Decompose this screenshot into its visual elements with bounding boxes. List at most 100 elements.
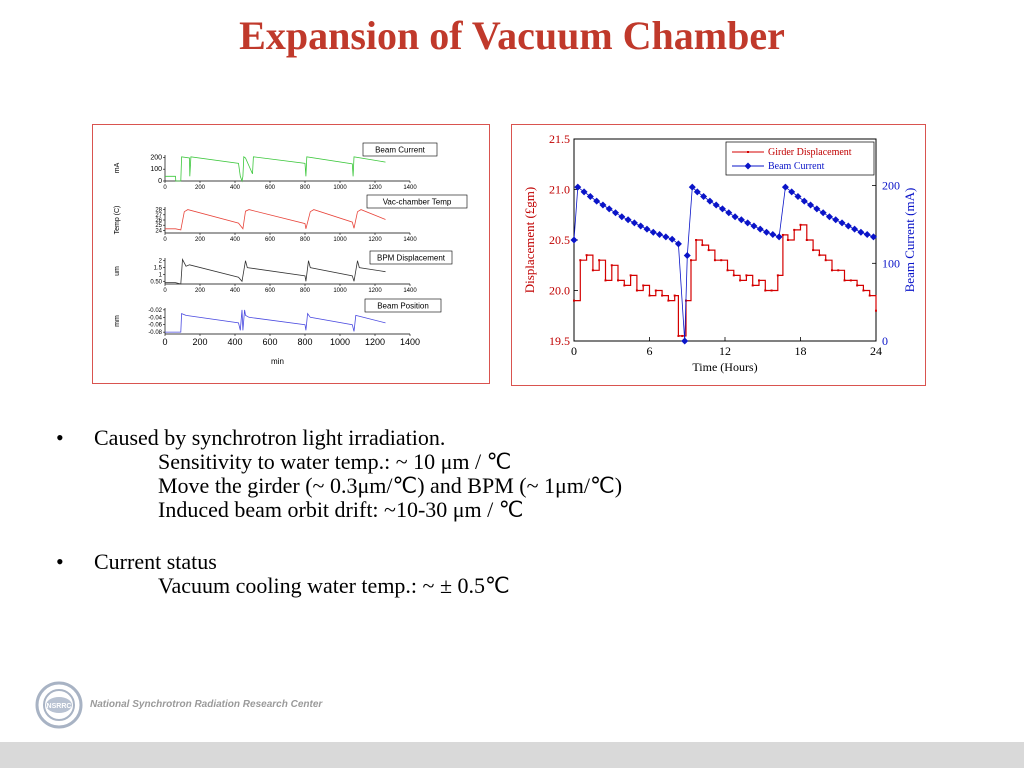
beam-current-point — [750, 222, 758, 230]
strip-title-box — [369, 250, 453, 265]
x-tick-label: 800 — [300, 237, 311, 243]
beam-current-point — [775, 233, 783, 241]
legend-beam-label: Beam Current — [768, 161, 825, 172]
beam-current-point — [819, 209, 827, 217]
beam-current-point — [683, 252, 691, 260]
x-tick-label: 1400 — [403, 185, 417, 191]
girder-displacement-point — [818, 254, 821, 257]
beam-current-point — [800, 197, 808, 205]
beam-current-point — [712, 201, 720, 209]
beam-current-point — [599, 201, 607, 209]
girder-displacement-point — [707, 249, 710, 252]
girder-displacement-point — [713, 259, 716, 262]
y-tick-label: 28 — [155, 208, 162, 214]
girder-displacement-point — [629, 274, 632, 277]
y-tick-label: 20.5 — [549, 233, 570, 247]
y-tick-label: 24 — [155, 228, 162, 234]
y-axis-label: Displacement (£gm) — [522, 187, 537, 294]
x-tick-label: 600 — [265, 237, 276, 243]
strip-title-box — [362, 142, 438, 157]
series-line — [165, 257, 386, 285]
y-tick-label: 0.50 — [150, 279, 162, 285]
beam-current-point — [612, 209, 620, 217]
girder-displacement-point — [654, 289, 657, 292]
girder-displacement-point — [732, 274, 735, 277]
beam-current-point — [618, 213, 626, 221]
beam-current-point — [693, 188, 701, 196]
logo-text: NSRRC — [47, 703, 72, 710]
y-tick-label: 26 — [155, 218, 162, 224]
girder-displacement-point — [677, 334, 680, 337]
beam-current-point — [681, 337, 689, 345]
y-right-tick-label: 200 — [882, 179, 900, 193]
bullet-subline: Sensitivity to water temp.: ~ 10 μm / ℃ — [158, 449, 512, 474]
beam-current-point — [643, 225, 651, 233]
x-tick-label: 1400 — [403, 237, 417, 243]
beam-current-point — [857, 228, 865, 236]
x-tick-label: 1200 — [368, 237, 382, 243]
beam-current-point — [731, 213, 739, 221]
y-tick-label: 1 — [159, 272, 163, 278]
strip-title: Beam Current — [375, 146, 426, 155]
legend-beam-marker — [744, 162, 752, 170]
beam-current-point — [700, 192, 708, 200]
x-tick-label: 1200 — [368, 288, 382, 294]
girder-displacement-point — [786, 239, 789, 241]
girder-displacement-point — [862, 289, 865, 292]
x-axis-label: min — [271, 357, 284, 366]
girder-displacement-point — [661, 294, 664, 297]
beam-current-point — [674, 240, 682, 248]
girder-displacement-point — [875, 309, 877, 312]
girder-displacement-point — [591, 269, 594, 272]
girder-displacement-point — [579, 259, 582, 262]
x-tick-label: 0 — [163, 288, 167, 294]
girder-displacement-point — [648, 294, 651, 297]
beam-current-point — [586, 192, 594, 200]
footer-org-name: National Synchrotron Radiation Research … — [90, 699, 323, 710]
girder-displacement-point — [617, 279, 620, 282]
girder-displacement-point — [757, 279, 760, 282]
x-tick-label: 400 — [230, 185, 241, 191]
girder-displacement-point — [745, 274, 748, 277]
beam-current-point — [744, 219, 752, 227]
beam-current-point — [825, 213, 833, 221]
page-title: Expansion of Vacuum Chamber — [239, 13, 785, 58]
girder-displacement-point — [642, 284, 645, 287]
girder-displacement-point — [824, 259, 827, 262]
beam-current-point — [649, 228, 657, 236]
girder-displacement-point — [830, 269, 833, 272]
x-tick-label: 12 — [719, 344, 731, 358]
y-right-tick-label: 0 — [882, 334, 888, 348]
x-tick-label: 18 — [795, 344, 807, 358]
girder-displacement-point — [610, 264, 613, 267]
beam-current-point — [725, 209, 733, 217]
girder-displacement-point — [781, 233, 784, 236]
girder-displacement-point — [849, 279, 852, 282]
y-tick-label: 21.5 — [549, 132, 570, 146]
y-tick-label: -0.02 — [148, 308, 162, 314]
beam-current-point — [637, 222, 645, 230]
x-tick-label: 600 — [265, 185, 276, 191]
y-axis-label: um — [114, 266, 121, 276]
strip-chart: 0 200 400 600 800 1000 1200 1400 -0.08-0.06 -0.04… — [114, 298, 442, 366]
x-tick-label: 1000 — [330, 337, 350, 347]
girder-displacement-point — [843, 279, 846, 282]
beam-current-point — [580, 188, 588, 196]
beam-current-point — [794, 192, 802, 200]
y-tick-label: 0 — [158, 178, 162, 185]
beam-current-point — [844, 222, 852, 230]
beam-current-point — [668, 235, 676, 243]
girder-displacement-point — [635, 289, 638, 292]
girder-displacement-point — [667, 299, 670, 302]
y-axis-label: mm — [114, 315, 121, 327]
y-tick-label: -0.06 — [148, 323, 162, 329]
x-tick-label: 1400 — [400, 337, 420, 347]
bullet-text: Current status — [94, 549, 217, 574]
girder-displacement-point — [751, 284, 754, 287]
y-tick-label: -0.08 — [148, 330, 162, 336]
bullet-list: • Caused by synchrotron light irradiatio… — [56, 426, 956, 626]
girder-displacement-point — [573, 299, 575, 302]
legend-girder-label: Girder Displacement — [768, 147, 852, 158]
beam-current-point — [832, 216, 840, 224]
x-tick-label: 400 — [230, 237, 241, 243]
